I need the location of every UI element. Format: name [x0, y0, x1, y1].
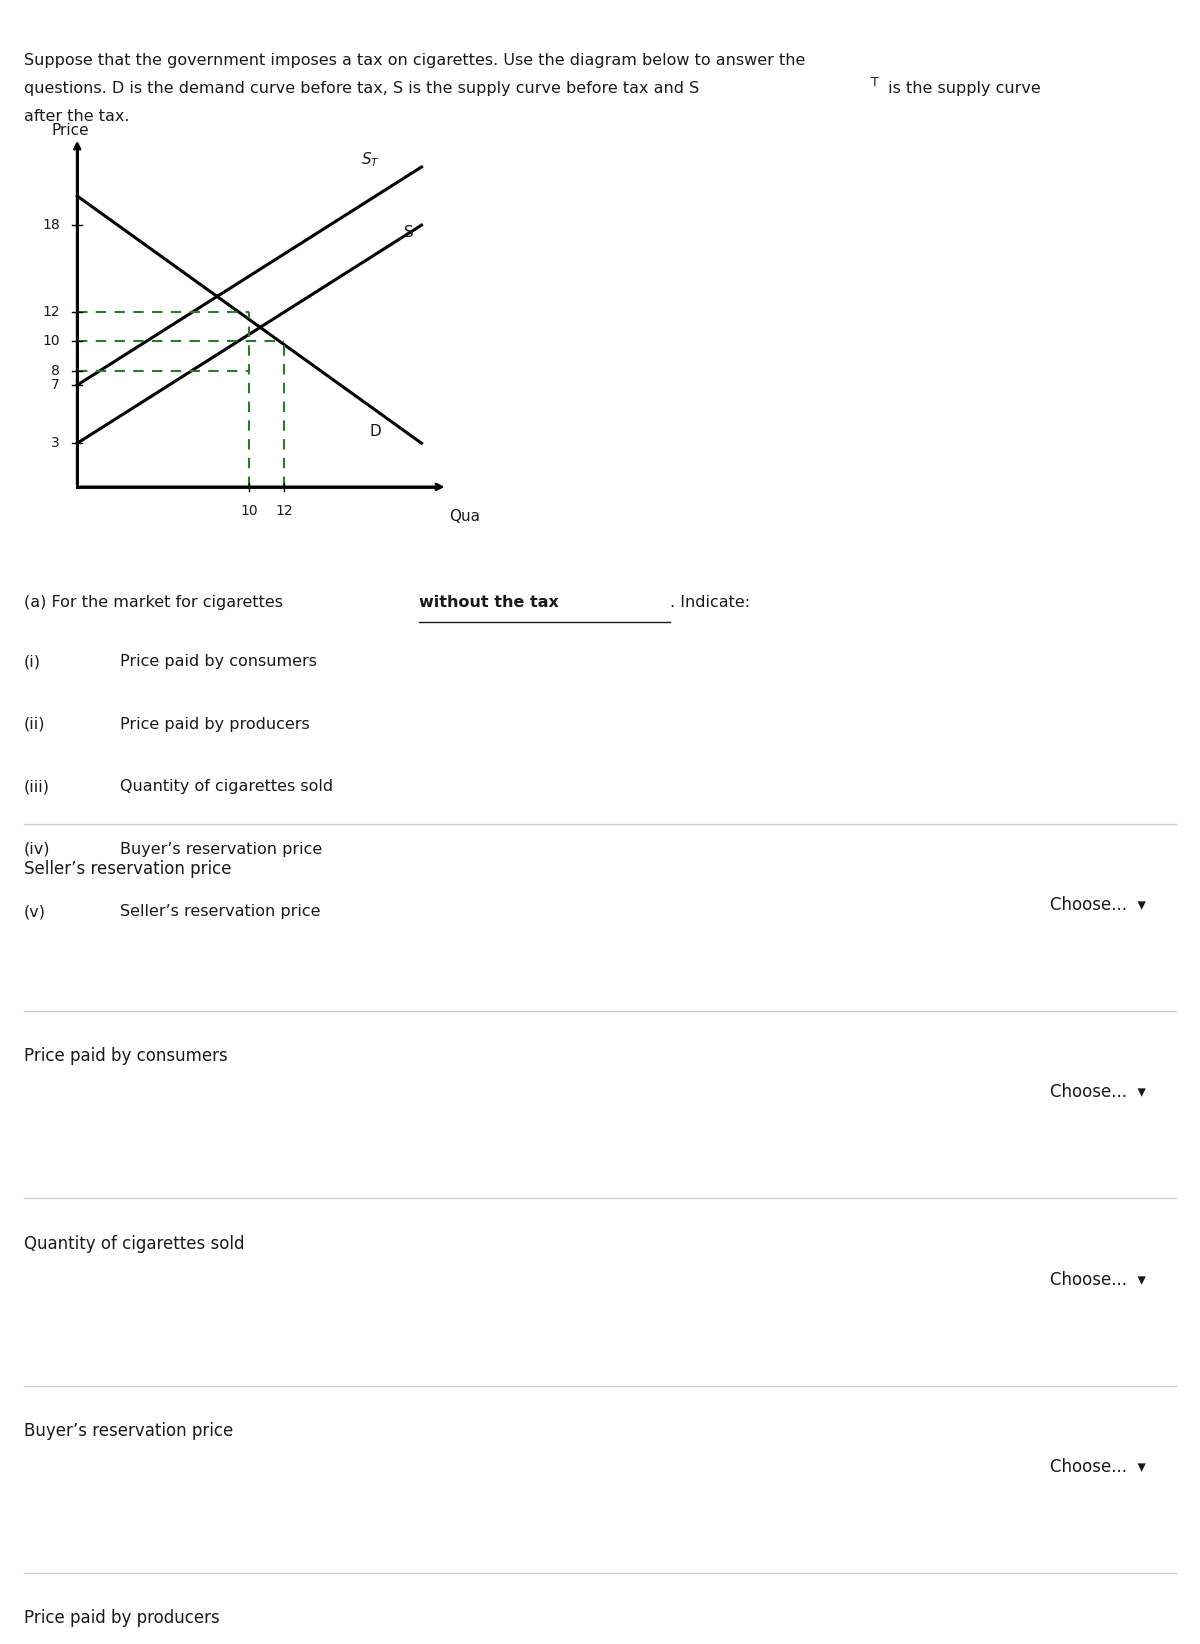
Text: Choose...  ▾: Choose... ▾ — [1050, 1458, 1146, 1476]
Text: without the tax: without the tax — [419, 595, 559, 610]
Text: is the supply curve: is the supply curve — [883, 81, 1040, 95]
Text: Price paid by producers: Price paid by producers — [120, 717, 310, 732]
Text: Seller’s reservation price: Seller’s reservation price — [120, 904, 320, 919]
Text: Seller’s reservation price: Seller’s reservation price — [24, 860, 232, 878]
Text: Price paid by consumers: Price paid by consumers — [24, 1047, 228, 1065]
Text: Quantity of cigarettes sold: Quantity of cigarettes sold — [120, 779, 334, 794]
Text: (iv): (iv) — [24, 842, 50, 857]
Text: T: T — [871, 76, 878, 89]
Text: 12: 12 — [275, 505, 293, 518]
Text: 10: 10 — [240, 505, 258, 518]
Text: Price: Price — [52, 123, 89, 138]
Text: 18: 18 — [42, 219, 60, 232]
Text: S: S — [404, 225, 414, 240]
Text: Choose...  ▾: Choose... ▾ — [1050, 1271, 1146, 1289]
Text: questions. D is the demand curve before tax, S is the supply curve before tax an: questions. D is the demand curve before … — [24, 81, 700, 95]
Text: (a) For the market for cigarettes: (a) For the market for cigarettes — [24, 595, 288, 610]
Text: D: D — [370, 424, 382, 439]
Text: . Indicate:: . Indicate: — [670, 595, 750, 610]
Text: after the tax.: after the tax. — [24, 109, 130, 123]
Text: 7: 7 — [52, 378, 60, 391]
Text: 8: 8 — [52, 363, 60, 378]
Text: Choose...  ▾: Choose... ▾ — [1050, 896, 1146, 914]
Text: Buyer’s reservation price: Buyer’s reservation price — [120, 842, 323, 857]
Text: 10: 10 — [42, 334, 60, 349]
Text: (v): (v) — [24, 904, 46, 919]
Text: 12: 12 — [42, 306, 60, 319]
Text: $S_T$: $S_T$ — [361, 150, 380, 169]
Text: 3: 3 — [52, 436, 60, 450]
Text: (iii): (iii) — [24, 779, 50, 794]
Text: Price paid by consumers: Price paid by consumers — [120, 654, 317, 669]
Text: (i): (i) — [24, 654, 41, 669]
Text: Quantity of cigarettes sold: Quantity of cigarettes sold — [24, 1235, 245, 1253]
Text: Qua: Qua — [449, 508, 480, 524]
Text: Buyer’s reservation price: Buyer’s reservation price — [24, 1422, 233, 1440]
Text: Suppose that the government imposes a tax on cigarettes. Use the diagram below t: Suppose that the government imposes a ta… — [24, 53, 805, 67]
Text: Choose...  ▾: Choose... ▾ — [1050, 1083, 1146, 1101]
Text: Price paid by producers: Price paid by producers — [24, 1609, 220, 1628]
Text: (ii): (ii) — [24, 717, 46, 732]
